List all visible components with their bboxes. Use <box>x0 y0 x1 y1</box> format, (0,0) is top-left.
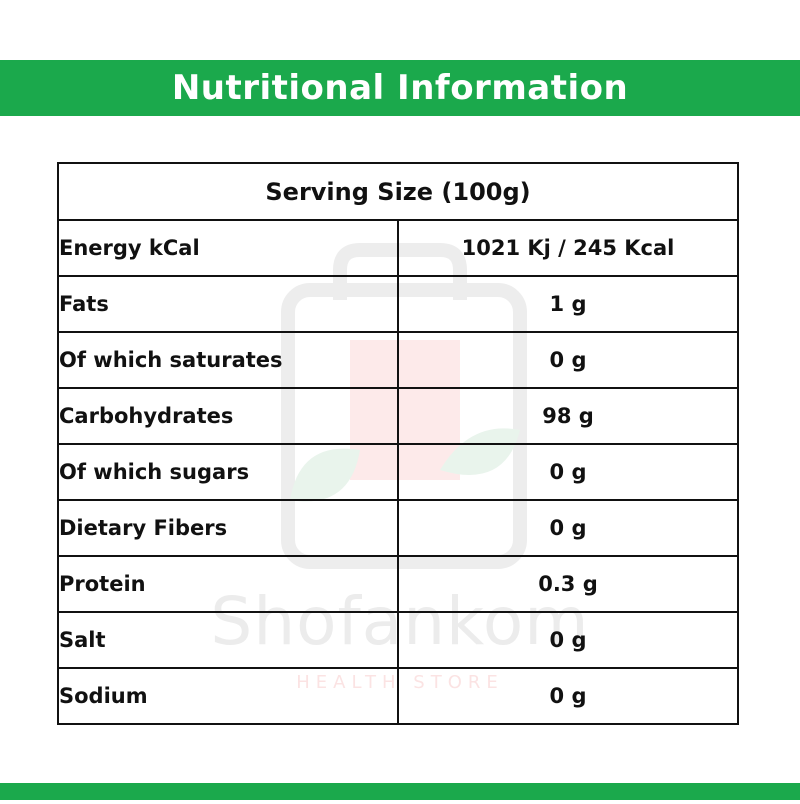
serving-size-row: Serving Size (100g) <box>57 162 739 221</box>
row-value: 0 g <box>397 499 739 557</box>
row-value: 0.3 g <box>397 555 739 613</box>
row-value: 1021 Kj / 245 Kcal <box>397 219 739 277</box>
row-label: Salt <box>57 611 399 669</box>
row-label: Carbohydrates <box>57 387 399 445</box>
row-value: 0 g <box>397 667 739 725</box>
row-label: Energy kCal <box>57 219 399 277</box>
row-value: 1 g <box>397 275 739 333</box>
row-value: 0 g <box>397 331 739 389</box>
table-row: Carbohydrates 98 g <box>57 387 739 445</box>
row-value: 98 g <box>397 387 739 445</box>
table-row: Energy kCal 1021 Kj / 245 Kcal <box>57 219 739 277</box>
row-value: 0 g <box>397 611 739 669</box>
row-label: Of which saturates <box>57 331 399 389</box>
table-row: Fats 1 g <box>57 275 739 333</box>
table-row: Of which sugars 0 g <box>57 443 739 501</box>
table-row: Dietary Fibers 0 g <box>57 499 739 557</box>
table-row: Of which saturates 0 g <box>57 331 739 389</box>
row-label: Fats <box>57 275 399 333</box>
row-label: Of which sugars <box>57 443 399 501</box>
serving-size: Serving Size (100g) <box>57 162 739 221</box>
footer-band <box>0 783 800 800</box>
header-band: Nutritional Information <box>0 60 800 116</box>
table-row: Protein 0.3 g <box>57 555 739 613</box>
page-title: Nutritional Information <box>171 68 629 108</box>
table-row: Sodium 0 g <box>57 667 739 725</box>
row-label: Dietary Fibers <box>57 499 399 557</box>
table-row: Salt 0 g <box>57 611 739 669</box>
row-label: Sodium <box>57 667 399 725</box>
nutrition-table: Serving Size (100g) Energy kCal 1021 Kj … <box>57 162 739 725</box>
row-value: 0 g <box>397 443 739 501</box>
row-label: Protein <box>57 555 399 613</box>
